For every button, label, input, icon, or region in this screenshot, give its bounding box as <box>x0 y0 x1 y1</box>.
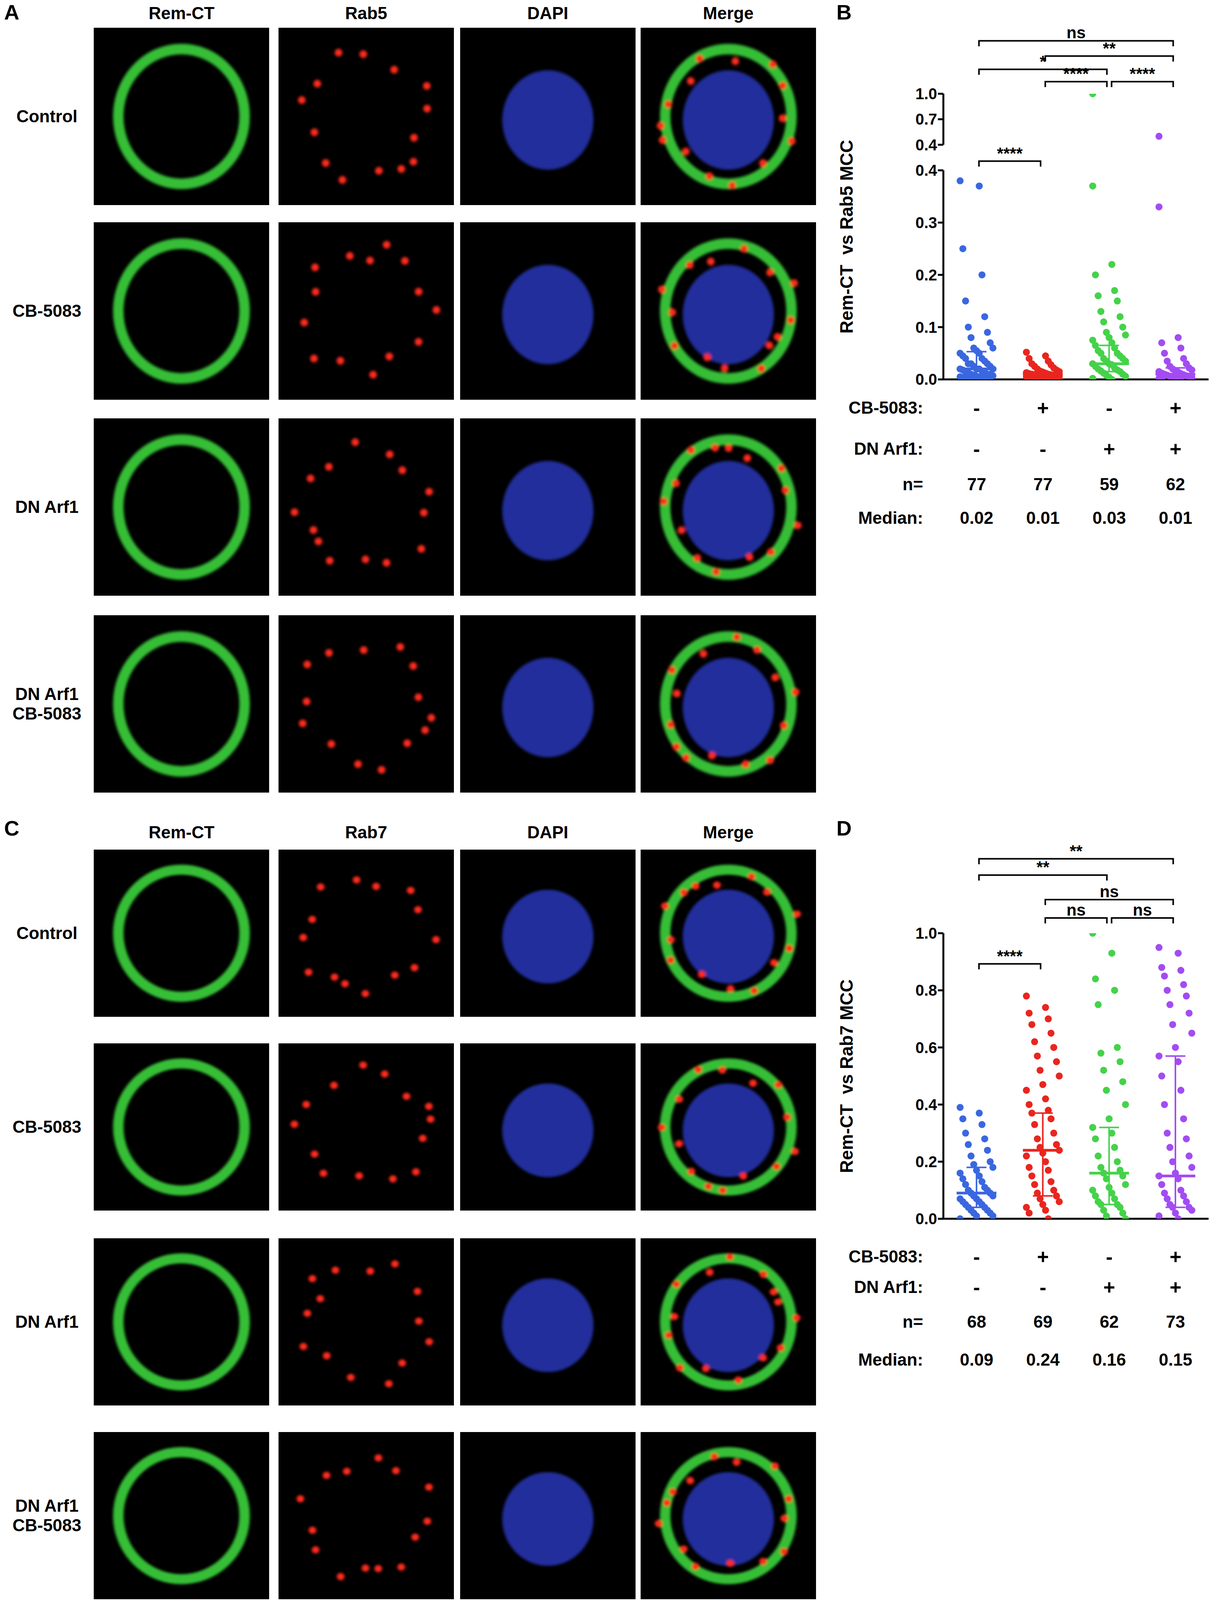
html-text:Rem-CT vs Rab5 MCC: Rem-CT vs Rab5 MCC <box>836 139 857 334</box>
html-text:62: 62 <box>1165 474 1186 494</box>
svg-text:0.4: 0.4 <box>915 1096 938 1114</box>
html-text:77: 77 <box>967 474 987 494</box>
svg-text:****: **** <box>1129 64 1156 83</box>
html-text:DN Arf1 CB-5083: DN Arf1 CB-5083 <box>12 1496 82 1535</box>
html-text:0.02: 0.02 <box>959 508 994 528</box>
html-text:Median:: Median: <box>858 508 924 528</box>
svg-text:0.2: 0.2 <box>915 1153 938 1171</box>
html-text:0.09: 0.09 <box>959 1349 994 1370</box>
svg-text:ns: ns <box>1099 882 1119 901</box>
html-text:62: 62 <box>1099 1312 1119 1332</box>
svg-text:**: ** <box>1069 841 1083 861</box>
html-text:0.03: 0.03 <box>1092 508 1126 528</box>
html-text:DAPI: DAPI <box>527 3 569 23</box>
html-text:CB-5083:: CB-5083: <box>848 398 924 418</box>
svg-text:0.0: 0.0 <box>915 1210 938 1228</box>
html-text:68: 68 <box>967 1312 987 1332</box>
html-text:0.16: 0.16 <box>1092 1349 1126 1370</box>
svg-text:0.4: 0.4 <box>915 161 938 179</box>
html-text:D: D <box>836 816 852 840</box>
svg-text:*: * <box>1039 52 1047 71</box>
html-text:DAPI: DAPI <box>527 822 569 842</box>
svg-text:**: ** <box>1102 39 1116 58</box>
html-text:Median:: Median: <box>858 1349 924 1370</box>
html-text:73: 73 <box>1165 1312 1186 1332</box>
svg-text:0.7: 0.7 <box>915 110 938 129</box>
svg-text:1.0: 1.0 <box>915 924 938 942</box>
svg-text:0.8: 0.8 <box>915 982 938 1000</box>
svg-text:ns: ns <box>1066 23 1086 42</box>
html-text:CB-5083: CB-5083 <box>12 301 82 321</box>
html-text:0.15: 0.15 <box>1158 1349 1193 1370</box>
svg-text:0.0: 0.0 <box>915 371 938 389</box>
html-text:69: 69 <box>1033 1312 1053 1332</box>
html-text:CB-5083: CB-5083 <box>12 1117 82 1137</box>
html-text:0.01: 0.01 <box>1026 508 1060 528</box>
html-text:Rab5: Rab5 <box>345 3 388 23</box>
svg-text:ns: ns <box>1066 900 1086 920</box>
html-text:CB-5083:: CB-5083: <box>848 1246 924 1266</box>
svg-text:0.3: 0.3 <box>915 214 938 232</box>
html-text:Rem-CT: Rem-CT <box>148 3 215 23</box>
svg-text:ns: ns <box>1132 900 1152 920</box>
svg-text:0.2: 0.2 <box>915 266 938 284</box>
html-text:Control: Control <box>16 106 78 126</box>
html-text:DN Arf1: DN Arf1 <box>15 497 79 517</box>
svg-text:**: ** <box>1036 857 1050 877</box>
html-text:B: B <box>836 0 852 24</box>
svg-text:0.1: 0.1 <box>915 318 938 336</box>
html-text:0.01: 0.01 <box>1158 508 1193 528</box>
html-text:Rem-CT: Rem-CT <box>148 822 215 842</box>
svg-text:0.6: 0.6 <box>915 1039 938 1057</box>
svg-text:1.0: 1.0 <box>915 85 938 103</box>
html-text:77: 77 <box>1033 474 1053 494</box>
html-text:Rem-CT vs Rab7 MCC: Rem-CT vs Rab7 MCC <box>836 979 857 1173</box>
html-text:C: C <box>4 816 20 840</box>
html-text:DN Arf1: DN Arf1 <box>15 1312 79 1332</box>
html-text:Merge: Merge <box>702 3 754 23</box>
html-text:n=: n= <box>902 1312 924 1332</box>
html-text:DN Arf1:: DN Arf1: <box>854 1277 924 1297</box>
html-text:Control: Control <box>16 923 78 943</box>
html-text:Merge: Merge <box>702 822 754 842</box>
html-text:Rab7: Rab7 <box>345 822 388 842</box>
svg-text:****: **** <box>996 946 1023 966</box>
html-text:A: A <box>4 0 20 24</box>
html-text:59: 59 <box>1099 474 1119 494</box>
svg-text:0.4: 0.4 <box>915 136 938 154</box>
svg-text:****: **** <box>1063 64 1090 83</box>
html-text:DN Arf1 CB-5083: DN Arf1 CB-5083 <box>12 684 82 723</box>
html-text:0.24: 0.24 <box>1026 1349 1060 1370</box>
html-text:DN Arf1:: DN Arf1: <box>854 439 924 459</box>
html-text:n=: n= <box>902 474 924 494</box>
svg-text:****: **** <box>996 144 1023 163</box>
